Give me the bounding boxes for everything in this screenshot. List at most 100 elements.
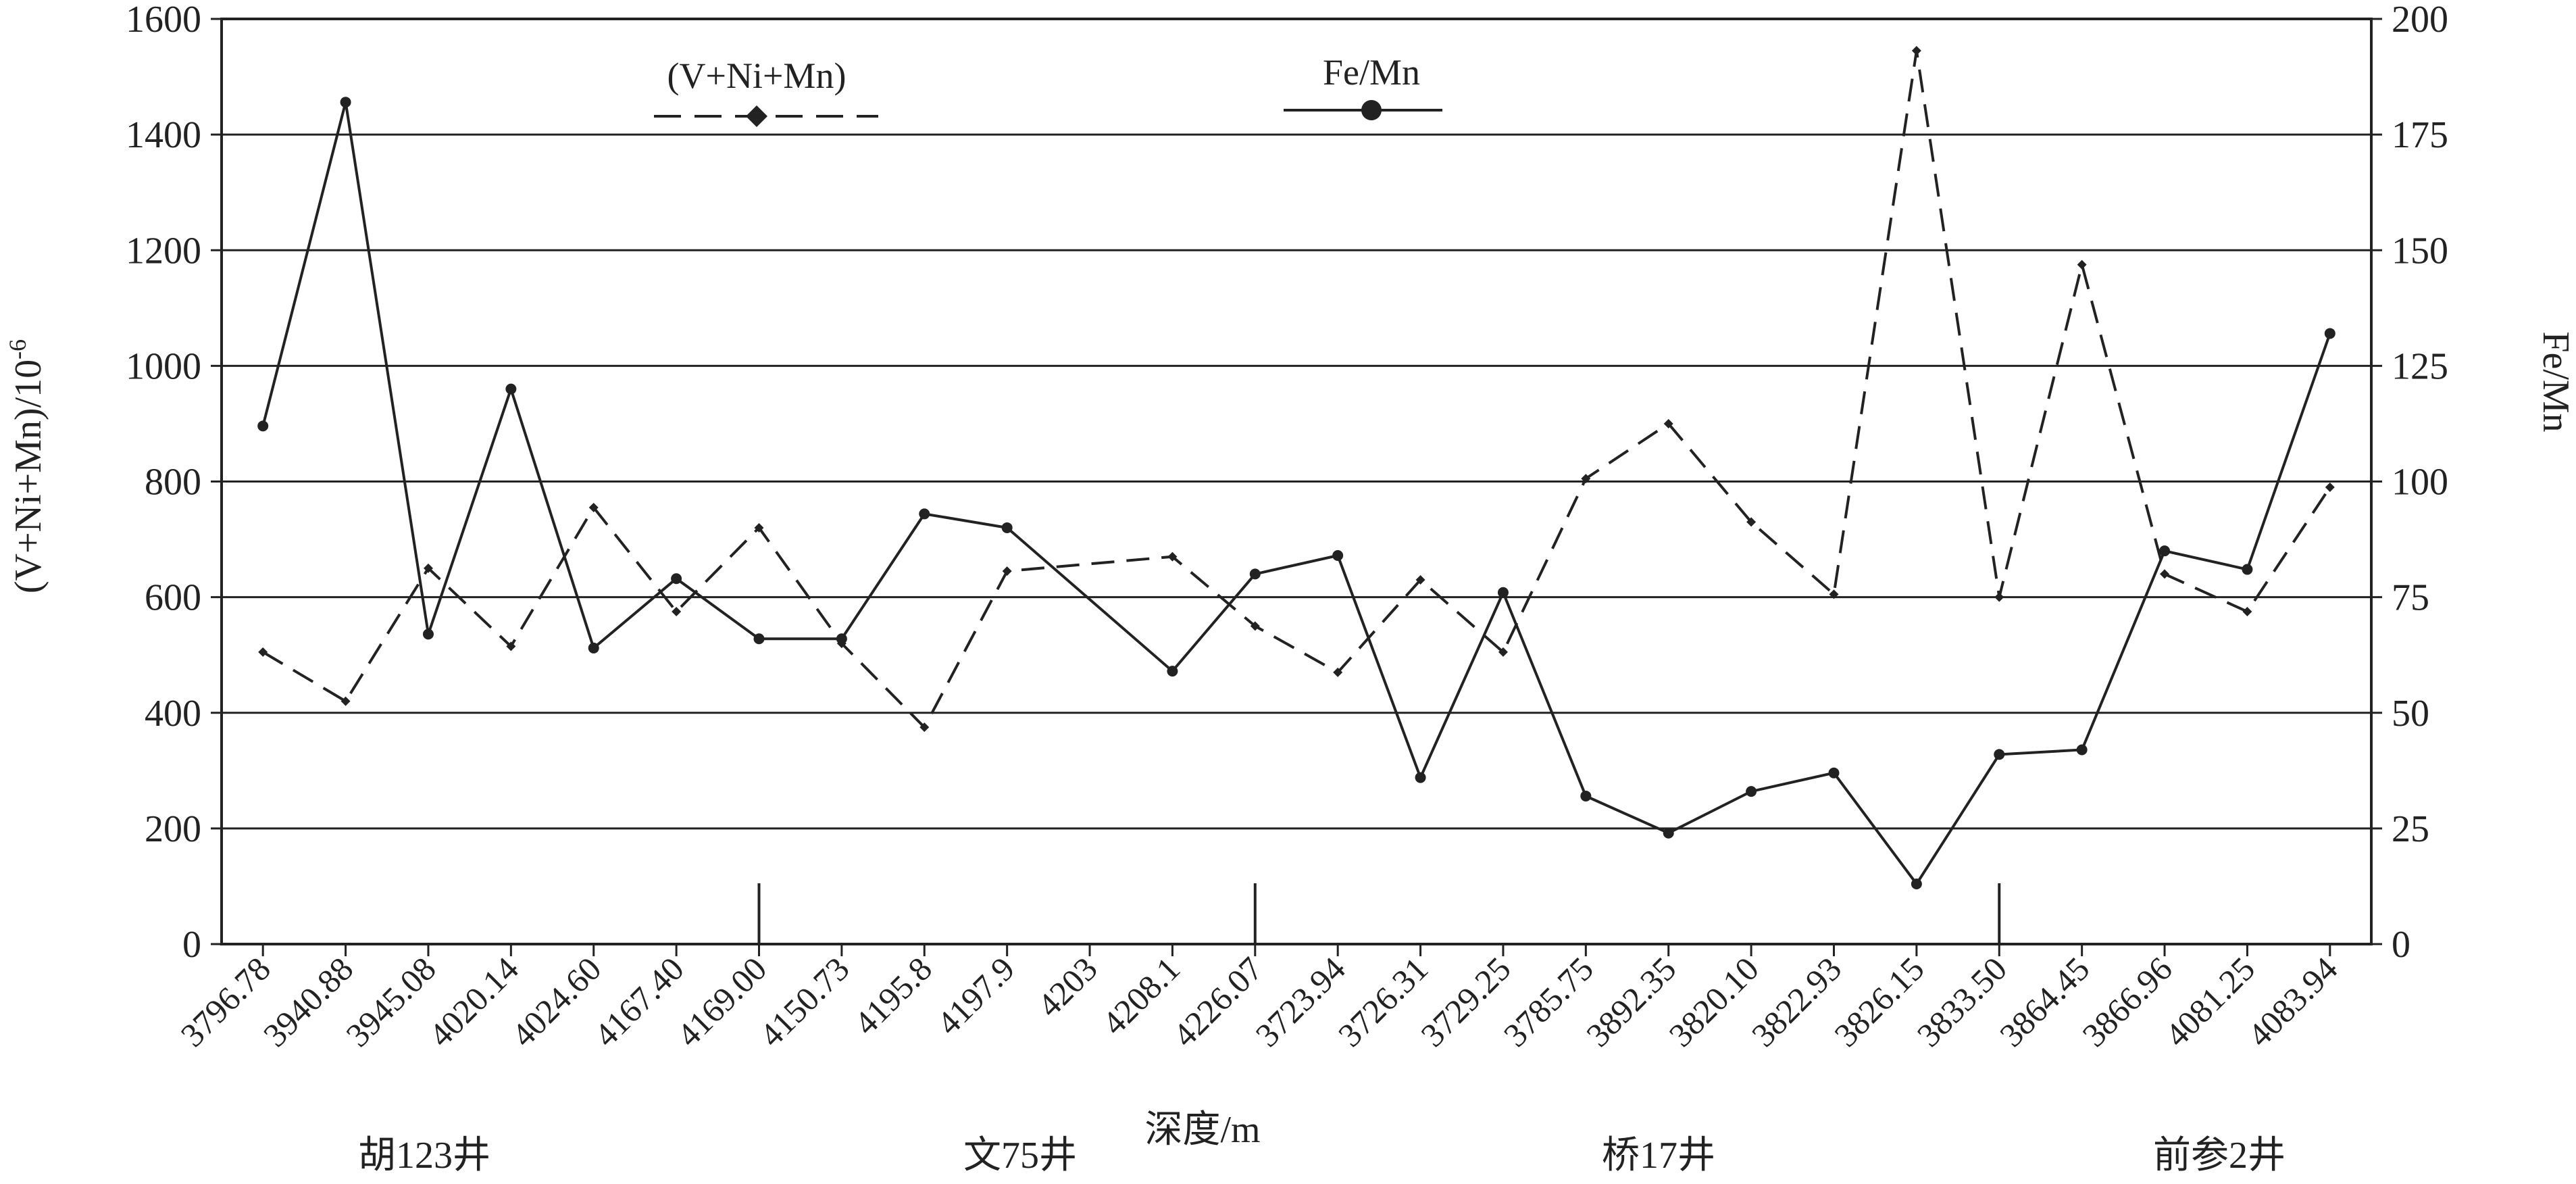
right-tick-label: 25 <box>2392 808 2429 850</box>
data-point-v-ni-mn <box>2077 260 2087 270</box>
y-axis-title-left-text: (V+Ni+Mn)/10 <box>7 360 49 593</box>
x-tick-label: 3940.88 <box>256 949 361 1054</box>
x-tick-label: 3729.25 <box>1413 949 1518 1054</box>
left-tick-label: 800 <box>145 462 201 503</box>
x-axis-title: 深度/m <box>1144 1109 1260 1151</box>
left-tick-label: 0 <box>182 924 201 966</box>
right-tick-label: 100 <box>2392 462 2448 503</box>
x-tick-label: 4167.40 <box>586 949 691 1054</box>
gridlines <box>222 133 2371 830</box>
data-point-v-ni-mn <box>423 563 433 573</box>
y-axis-title-left: (V+Ni+Mn)/10-6 <box>4 339 49 593</box>
left-tick-label: 1400 <box>126 114 201 156</box>
x-tick-label: 4203 <box>1030 949 1105 1024</box>
legend: (V+Ni+Mn) Fe/Mn <box>654 52 1442 127</box>
data-point-fe-mn <box>1911 879 1922 890</box>
right-tick-label: 75 <box>2392 577 2429 619</box>
well-separators <box>757 883 2001 944</box>
data-point-v-ni-mn <box>1002 566 1012 576</box>
data-point-fe-mn <box>422 628 434 640</box>
data-point-v-ni-mn <box>1994 592 2004 602</box>
data-point-fe-mn <box>2242 564 2253 575</box>
data-point-fe-mn <box>588 642 599 653</box>
data-point-v-ni-mn <box>588 503 599 513</box>
left-tick-label: 1600 <box>126 0 201 41</box>
data-point-v-ni-mn <box>2160 569 2170 579</box>
left-axis-ticks: 0 200 400 600 800 1000 1200 1400 1600 <box>126 0 222 966</box>
data-point-v-ni-mn <box>258 647 268 657</box>
x-tick-label: 4024.60 <box>504 949 609 1054</box>
data-point-v-ni-mn <box>1911 46 1921 56</box>
data-point-fe-mn <box>1580 790 1592 801</box>
data-point-fe-mn <box>836 633 847 645</box>
data-point-fe-mn <box>2324 328 2335 339</box>
data-point-fe-mn <box>1994 749 2005 760</box>
data-point-fe-mn <box>1663 827 1674 839</box>
x-tick-label: 3785.75 <box>1496 949 1601 1054</box>
data-point-v-ni-mn <box>1746 517 1757 527</box>
right-axis-ticks: 0 25 50 75 100 125 150 175 200 <box>2371 0 2448 966</box>
data-point-fe-mn <box>671 573 682 585</box>
data-point-fe-mn <box>505 383 517 395</box>
left-tick-label: 400 <box>145 693 201 735</box>
data-point-v-ni-mn <box>506 641 516 651</box>
data-point-v-ni-mn <box>754 522 764 533</box>
legend-label-fe-mn: Fe/Mn <box>1323 52 1420 93</box>
data-point-fe-mn <box>1497 587 1509 598</box>
data-point-v-ni-mn <box>1581 474 1591 484</box>
data-point-fe-mn <box>919 508 930 520</box>
right-tick-label: 50 <box>2392 693 2429 735</box>
well-label-wen75: 文75井 <box>963 1135 1077 1177</box>
right-tick-label: 175 <box>2392 114 2448 156</box>
data-point-fe-mn <box>340 97 351 108</box>
legend-label-v-ni-mn: (V+Ni+Mn) <box>667 55 847 96</box>
x-tick-label: 3820.10 <box>1661 949 1766 1054</box>
data-point-fe-mn <box>1746 786 1757 797</box>
data-point-fe-mn <box>257 420 269 432</box>
data-point-v-ni-mn <box>340 696 351 706</box>
right-tick-label: 125 <box>2392 345 2448 387</box>
y-axis-title-left-superscript: -6 <box>4 339 31 360</box>
data-point-fe-mn <box>1828 767 1840 779</box>
x-tick-label: 3826.15 <box>1827 949 1931 1054</box>
well-labels: 胡123井 文75井 桥17井 前参2井 <box>358 1135 2285 1177</box>
data-point-fe-mn <box>1167 666 1178 677</box>
data-point-fe-mn <box>1415 772 1426 783</box>
data-point-v-ni-mn <box>1663 418 1673 428</box>
data-point-fe-mn <box>1249 568 1261 580</box>
legend-marker-v-ni-mn <box>746 105 767 127</box>
data-point-v-ni-mn <box>1829 589 1839 599</box>
data-point-fe-mn <box>2076 744 2088 756</box>
left-tick-label: 200 <box>145 808 201 850</box>
legend-marker-fe-mn <box>1361 100 1382 120</box>
x-tick-label: 3945.08 <box>338 949 443 1054</box>
x-tick-label: 4195.8 <box>847 949 939 1042</box>
y-axis-title-right: Fe/Mn <box>2535 331 2576 432</box>
x-axis-ticks: 3796.783940.883945.084020.144024.604167.… <box>173 944 2345 1054</box>
left-tick-label: 1200 <box>126 230 201 272</box>
well-label-qiao17: 桥17井 <box>1602 1135 1715 1177</box>
data-point-v-ni-mn <box>1167 551 1178 562</box>
series-fe-mn <box>257 97 2335 890</box>
x-tick-label: 4169.00 <box>670 949 774 1054</box>
data-point-fe-mn <box>2159 545 2171 557</box>
right-tick-label: 150 <box>2392 230 2448 272</box>
x-tick-label: 4226.07 <box>1165 949 1270 1054</box>
x-tick-label: 3866.96 <box>2075 949 2179 1054</box>
data-point-v-ni-mn <box>919 722 930 733</box>
well-label-qiancan2: 前参2井 <box>2153 1135 2285 1177</box>
data-point-fe-mn <box>1001 522 1013 533</box>
x-tick-label: 3822.93 <box>1744 949 1849 1054</box>
x-tick-label: 4197.9 <box>930 949 1022 1042</box>
left-tick-label: 1000 <box>126 345 201 387</box>
x-tick-label: 4020.14 <box>422 949 526 1054</box>
data-point-v-ni-mn <box>1415 574 1425 585</box>
x-tick-label: 3726.31 <box>1331 949 1436 1054</box>
data-point-v-ni-mn <box>1250 621 1260 631</box>
right-tick-label: 200 <box>2392 0 2448 41</box>
x-tick-label: 3723.94 <box>1248 949 1353 1054</box>
data-point-v-ni-mn <box>1333 667 1343 677</box>
x-tick-label: 4081.25 <box>2158 949 2263 1054</box>
